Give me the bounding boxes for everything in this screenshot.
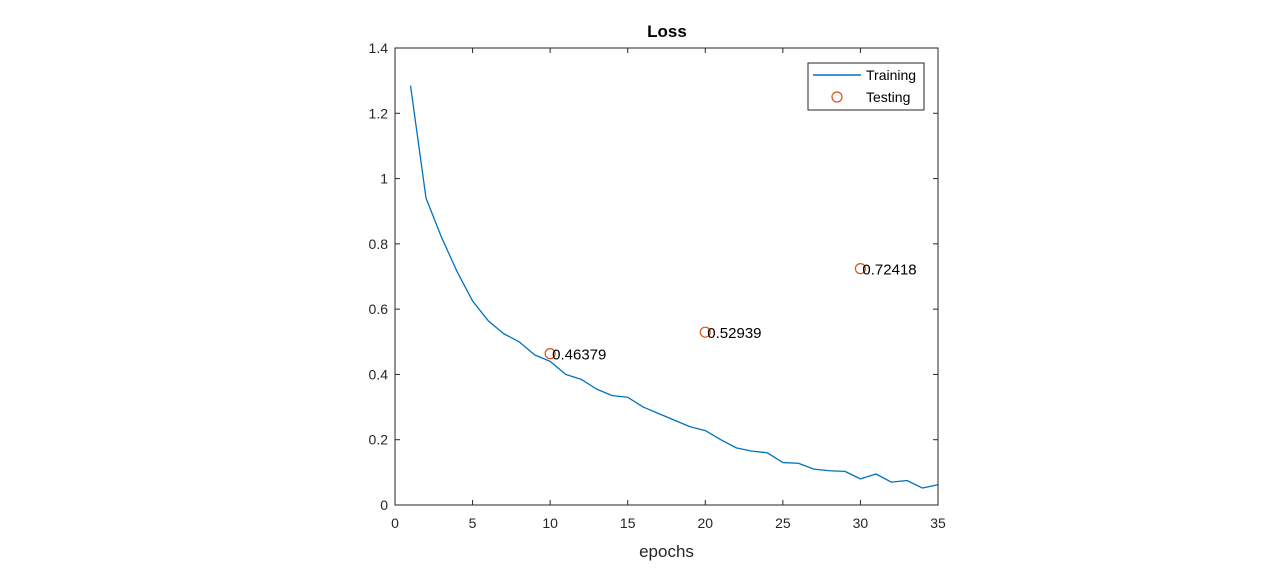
testing-point bbox=[854, 263, 867, 275]
tick-layer: 0 5 10 15 20 25 30 35 0 0.2 0.4 0.6 0.8 1 1.2 1.4 bbox=[369, 40, 946, 531]
plot-frame bbox=[394, 47, 939, 506]
legend-box bbox=[807, 62, 925, 111]
testing-point bbox=[699, 326, 711, 338]
testing-point bbox=[544, 348, 556, 360]
testing-point-label: 0.46379 bbox=[552, 347, 606, 364]
y-tick-label: 0.6 bbox=[369, 301, 389, 317]
y-tick-label: 0.8 bbox=[369, 236, 389, 252]
chart-title: Loss bbox=[647, 22, 687, 41]
x-axis-label: epochs bbox=[639, 542, 694, 561]
y-tick-label: 1.2 bbox=[369, 105, 389, 121]
x-tick-label: 0 bbox=[391, 515, 399, 531]
x-tick-label: 20 bbox=[697, 515, 713, 531]
y-tick-label: 0.2 bbox=[369, 432, 389, 448]
x-tick-label: 30 bbox=[853, 515, 869, 531]
plot-area bbox=[395, 48, 938, 505]
testing-point-label: 0.52939 bbox=[707, 325, 761, 342]
legend-training-label: Training bbox=[866, 67, 916, 83]
x-tick-label: 25 bbox=[775, 515, 791, 531]
x-tick-label: 5 bbox=[469, 515, 477, 531]
x-tick-label: 15 bbox=[620, 515, 636, 531]
legend-testing-label: Testing bbox=[866, 89, 910, 105]
y-tick-label: 1 bbox=[380, 171, 388, 187]
testing-point-label: 0.72418 bbox=[862, 262, 916, 279]
y-tick-label: 0 bbox=[380, 497, 388, 513]
legend-testing-marker bbox=[831, 91, 843, 103]
legend: Training Testing bbox=[807, 62, 925, 111]
x-tick-label: 35 bbox=[930, 515, 946, 531]
y-tick-label: 1.4 bbox=[369, 40, 389, 56]
training-loss-line bbox=[409, 85, 939, 489]
series-layer: 0.46379 0.52939 0.72418 bbox=[409, 85, 939, 489]
x-tick-label: 10 bbox=[542, 515, 558, 531]
y-tick-label: 0.4 bbox=[369, 366, 389, 382]
